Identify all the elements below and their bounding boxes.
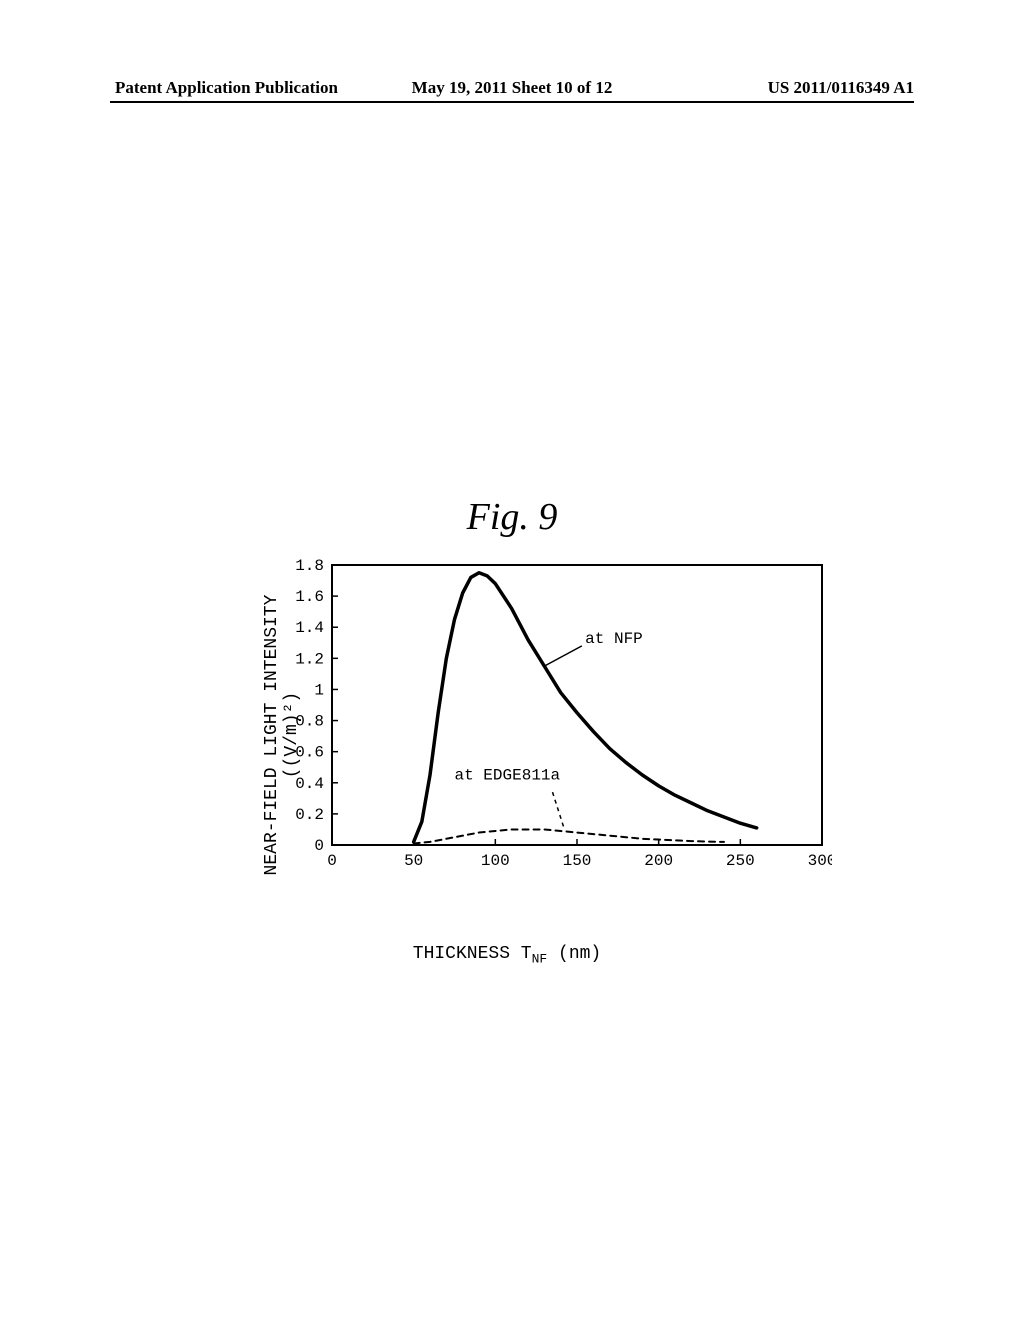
svg-text:150: 150 (563, 852, 592, 870)
svg-text:0.4: 0.4 (295, 775, 324, 793)
header-right: US 2011/0116349 A1 (768, 78, 914, 98)
chart: NEAR-FIELD LIGHT INTENSITY ((V/m)²) THIC… (182, 555, 832, 915)
svg-text:50: 50 (404, 852, 423, 870)
figure-label: Fig. 9 (467, 495, 558, 539)
svg-text:1: 1 (314, 681, 324, 699)
header-left: Patent Application Publication (115, 78, 338, 98)
svg-text:at NFP: at NFP (585, 630, 643, 648)
svg-text:0: 0 (327, 852, 337, 870)
svg-text:0: 0 (314, 837, 324, 855)
chart-plot: 0 50 100 150 200 250 300 0 0.2 0.4 0.6 0.8 1 1.2 1.4 1.… (282, 555, 832, 875)
svg-text:0.8: 0.8 (295, 713, 324, 731)
header-center: May 19, 2011 Sheet 10 of 12 (412, 78, 613, 98)
x-axis-label: THICKNESS TNF (nm) (413, 944, 601, 967)
svg-text:0.6: 0.6 (295, 744, 324, 762)
svg-text:1.6: 1.6 (295, 588, 324, 606)
svg-text:250: 250 (726, 852, 755, 870)
svg-text:1.4: 1.4 (295, 619, 324, 637)
svg-text:0.2: 0.2 (295, 806, 324, 824)
svg-text:at EDGE811a: at EDGE811a (455, 767, 561, 785)
header-divider (110, 101, 914, 103)
svg-text:1.2: 1.2 (295, 650, 324, 668)
svg-text:200: 200 (644, 852, 673, 870)
svg-text:100: 100 (481, 852, 510, 870)
svg-text:300: 300 (808, 852, 832, 870)
svg-text:1.8: 1.8 (295, 557, 324, 575)
